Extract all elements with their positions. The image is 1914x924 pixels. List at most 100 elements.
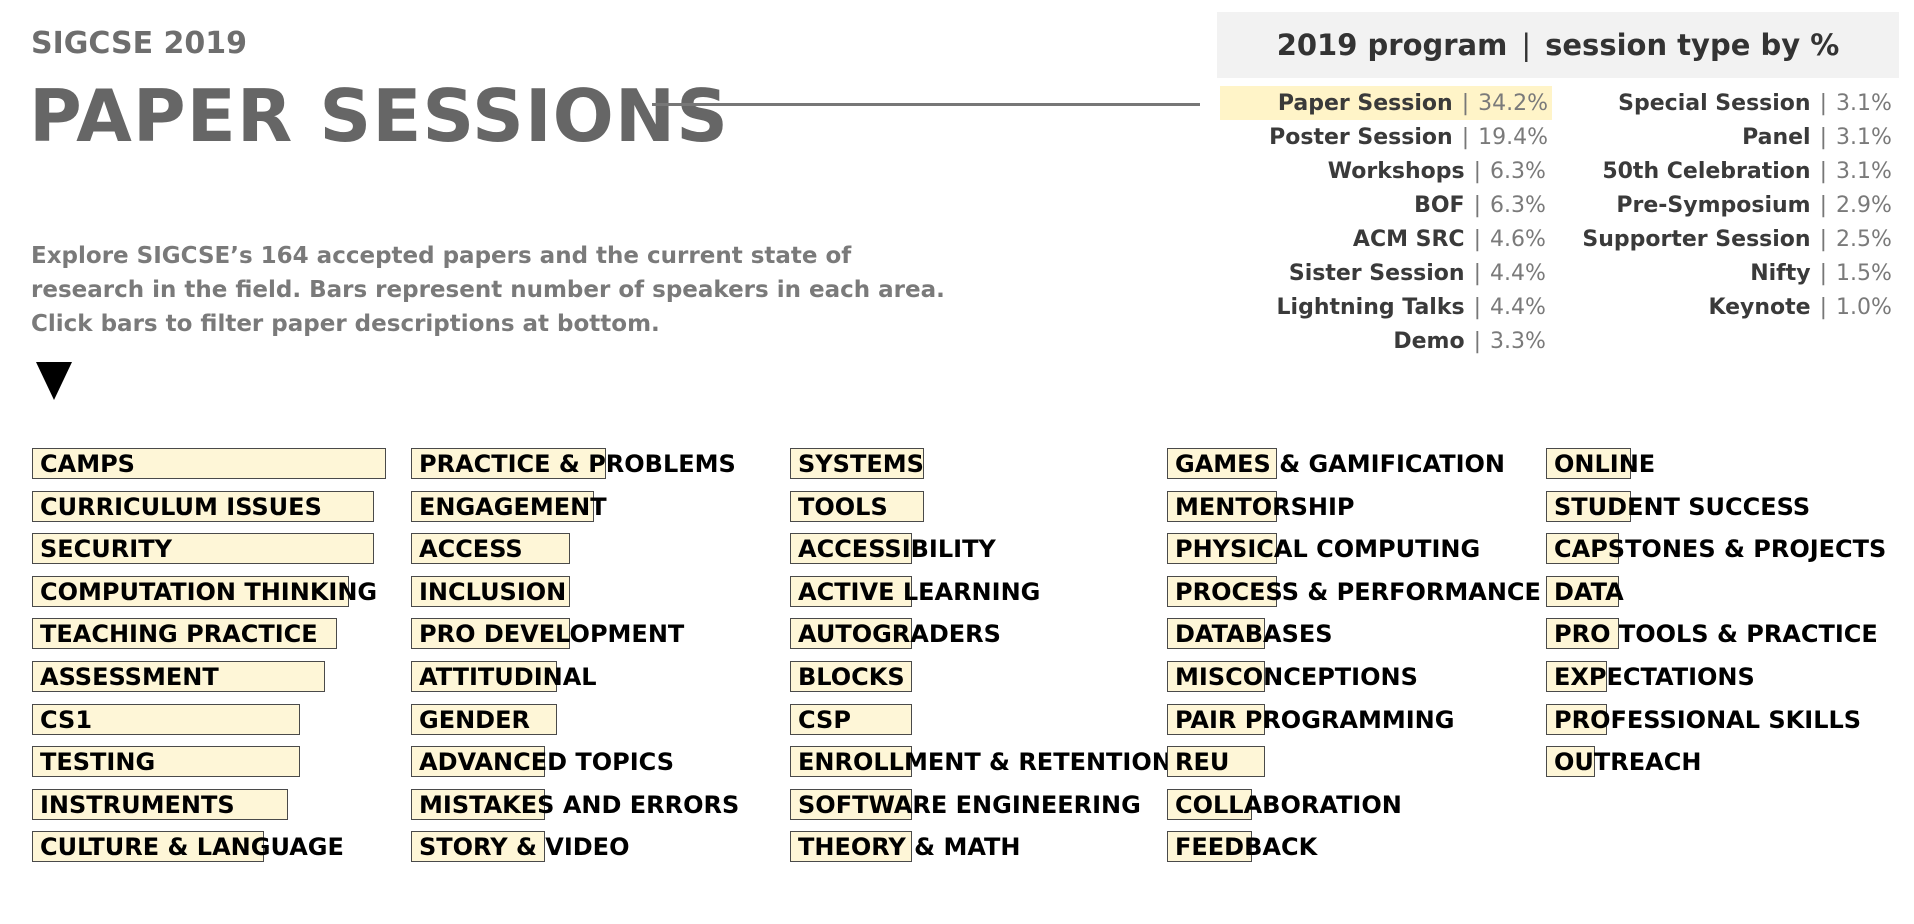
- bar-inclusion[interactable]: [411, 575, 570, 607]
- bar-label: ATTITUDINAL: [419, 662, 597, 691]
- legend-item-separator: |: [1461, 124, 1470, 150]
- legend-item-paper-session[interactable]: Paper Session | 34.2%: [1200, 86, 1552, 120]
- bar-label: CSP: [798, 705, 851, 734]
- legend-item-lightning-talks[interactable]: Lightning Talks | 4.4%: [1200, 290, 1552, 324]
- bar-accessibility[interactable]: [790, 533, 912, 565]
- legend-item-sister-session[interactable]: Sister Session | 4.4%: [1200, 256, 1552, 290]
- bar-label: CULTURE & LANGUAGE: [40, 833, 344, 862]
- bar-games-and-gamification[interactable]: [1167, 448, 1277, 479]
- legend-item-name: Special Session: [1618, 90, 1811, 116]
- legend-item-percent: 6.3%: [1490, 158, 1546, 184]
- legend-item-panel[interactable]: Panel | 3.1%: [1556, 120, 1898, 154]
- bar-attitudinal[interactable]: [411, 660, 557, 692]
- legend-item-pre-symposium[interactable]: Pre-Symposium | 2.9%: [1556, 188, 1898, 222]
- bar-process-and-performance[interactable]: [1167, 575, 1277, 607]
- bar-camps[interactable]: [32, 448, 386, 479]
- bar-practice-and-problems[interactable]: [411, 448, 606, 479]
- bar-label: EXPECTATIONS: [1554, 662, 1755, 691]
- bar-cs1[interactable]: [32, 703, 300, 735]
- legend-item-name: Panel: [1742, 124, 1811, 150]
- legend-item-percent: 3.1%: [1836, 90, 1892, 116]
- bar-online[interactable]: [1546, 448, 1631, 479]
- bar-misconceptions[interactable]: [1167, 660, 1265, 692]
- legend-item-percent: 1.0%: [1836, 294, 1892, 320]
- bar-mentorship[interactable]: [1167, 490, 1277, 522]
- bar-gender[interactable]: [411, 703, 557, 735]
- bar-professional-skills[interactable]: [1546, 703, 1607, 735]
- bar-enrollment-and-retention[interactable]: [790, 746, 912, 778]
- bar-pro-development[interactable]: [411, 618, 570, 650]
- bar-computation-thinking[interactable]: [32, 575, 349, 607]
- legend-item-50th-celebration[interactable]: 50th Celebration | 3.1%: [1556, 154, 1898, 188]
- legend-item-percent: 3.1%: [1836, 158, 1892, 184]
- bar-access[interactable]: [411, 533, 570, 565]
- bar-teaching-practice[interactable]: [32, 618, 337, 650]
- bar-outreach[interactable]: [1546, 746, 1595, 778]
- bar-label: ACCESS: [419, 535, 523, 564]
- bar-databases[interactable]: [1167, 618, 1265, 650]
- legend-item-percent: 4.4%: [1490, 294, 1546, 320]
- bar-label: CURRICULUM ISSUES: [40, 492, 322, 521]
- legend-item-separator: |: [1473, 294, 1481, 320]
- bar-active-learning[interactable]: [790, 575, 912, 607]
- bar-culture-and-language[interactable]: [32, 831, 264, 863]
- legend-item-separator: |: [1461, 90, 1470, 116]
- legend-item-separator: |: [1473, 226, 1481, 252]
- bar-student-success[interactable]: [1546, 490, 1631, 522]
- bar-curriculum-issues[interactable]: [32, 490, 374, 522]
- bar-engagement[interactable]: [411, 490, 594, 522]
- legend-title: 2019 program | session type by %: [1217, 12, 1899, 78]
- legend-title-right: session type by %: [1545, 28, 1840, 62]
- bar-software-engineering[interactable]: [790, 788, 912, 820]
- legend-item-keynote[interactable]: Keynote | 1.0%: [1556, 290, 1898, 324]
- legend-item-special-session[interactable]: Special Session | 3.1%: [1556, 86, 1898, 120]
- legend-item-percent: 3.1%: [1836, 124, 1892, 150]
- bar-label: SYSTEMS: [798, 450, 924, 478]
- bar-label: PRO DEVELOPMENT: [419, 620, 685, 649]
- bar-blocks[interactable]: [790, 660, 912, 692]
- bar-label: TESTING: [40, 748, 156, 777]
- bar-label: PRO TOOLS & PRACTICE: [1554, 620, 1878, 649]
- bar-label: ACCESSIBILITY: [798, 535, 996, 564]
- bar-theory-and-math[interactable]: [790, 831, 912, 863]
- legend-item-workshops[interactable]: Workshops | 6.3%: [1200, 154, 1552, 188]
- bar-label: MENTORSHIP: [1175, 492, 1355, 521]
- bar-pair-programming[interactable]: [1167, 703, 1265, 735]
- legend-item-poster-session[interactable]: Poster Session | 19.4%: [1200, 120, 1552, 154]
- bar-testing[interactable]: [32, 746, 300, 778]
- legend-item-percent: 3.3%: [1490, 328, 1546, 354]
- legend-item-separator: |: [1819, 260, 1827, 286]
- down-arrow-icon: [36, 362, 72, 400]
- legend-item-bof[interactable]: BOF | 6.3%: [1200, 188, 1552, 222]
- bar-systems[interactable]: [790, 448, 924, 479]
- bar-expectations[interactable]: [1546, 660, 1607, 692]
- bar-csp[interactable]: [790, 703, 912, 735]
- bar-autograders[interactable]: [790, 618, 912, 650]
- legend-item-name: Lightning Talks: [1276, 294, 1465, 320]
- legend-item-name: Pre-Symposium: [1616, 192, 1811, 218]
- bar-advanced-topics[interactable]: [411, 746, 545, 778]
- bar-capstones-and-projects[interactable]: [1546, 533, 1619, 565]
- bar-instruments[interactable]: [32, 788, 288, 820]
- bar-tools[interactable]: [790, 490, 924, 522]
- bar-reu[interactable]: [1167, 746, 1265, 778]
- legend-item-separator: |: [1819, 192, 1827, 218]
- legend-item-percent: 1.5%: [1836, 260, 1892, 286]
- bar-physical-computing[interactable]: [1167, 533, 1277, 565]
- bar-security[interactable]: [32, 533, 374, 565]
- bar-collaboration[interactable]: [1167, 788, 1252, 820]
- legend-item-demo[interactable]: Demo | 3.3%: [1200, 324, 1552, 358]
- bar-story-and-video[interactable]: [411, 831, 545, 863]
- bar-assessment[interactable]: [32, 660, 325, 692]
- legend-connector-line: [652, 103, 1250, 106]
- bar-data[interactable]: [1546, 575, 1619, 607]
- bar-label: THEORY & MATH: [798, 833, 1021, 862]
- bar-label: SECURITY: [40, 535, 172, 564]
- legend-item-acm-src[interactable]: ACM SRC | 4.6%: [1200, 222, 1552, 256]
- page-title: PAPER SESSIONS: [29, 74, 729, 158]
- legend-item-nifty[interactable]: Nifty | 1.5%: [1556, 256, 1898, 290]
- bar-feedback[interactable]: [1167, 831, 1252, 863]
- legend-item-supporter-session[interactable]: Supporter Session | 2.5%: [1556, 222, 1898, 256]
- bar-mistakes-and-errors[interactable]: [411, 788, 545, 820]
- bar-pro-tools-and-practice[interactable]: [1546, 618, 1619, 650]
